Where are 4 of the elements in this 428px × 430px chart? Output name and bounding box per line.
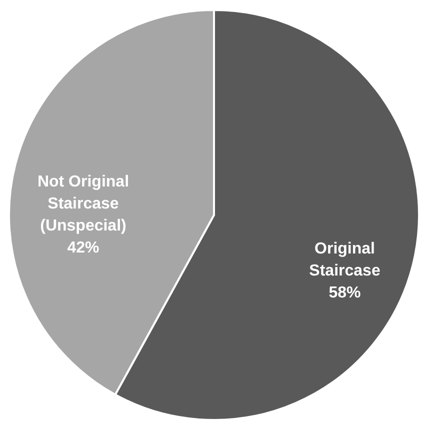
data-label: 42% [67,239,100,256]
slice-label: Not Original Staircase (Unspecial) [37,173,130,234]
data-label: 58% [328,284,361,302]
slice-label: Original Staircase [309,240,380,280]
